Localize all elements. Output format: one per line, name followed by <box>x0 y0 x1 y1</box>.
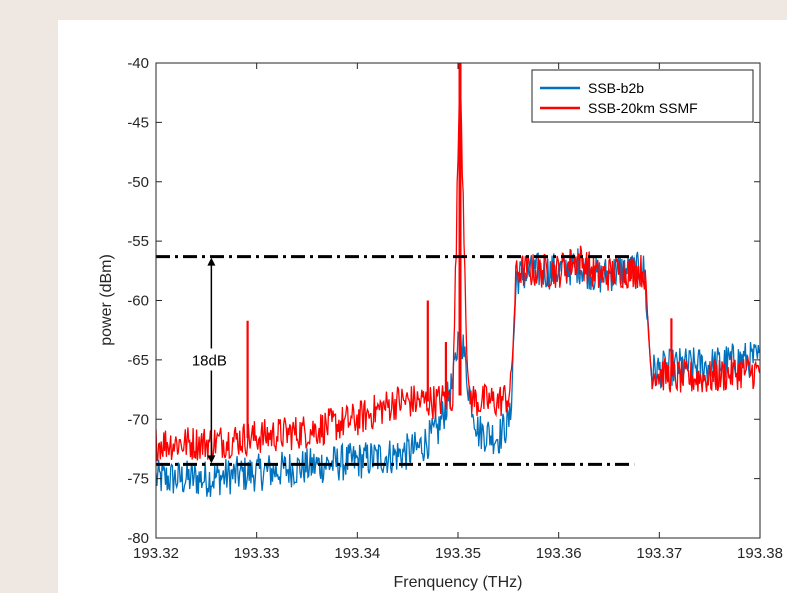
y-tick-label: -80 <box>127 530 149 547</box>
x-tick-label: 193.35 <box>435 545 481 562</box>
ticks-layer: 193.32 193.33 193.34 193.35 193.36 193.37 193.… <box>127 55 783 562</box>
x-tick-label: 193.32 <box>133 545 179 562</box>
y-tick-label: -45 <box>127 114 149 131</box>
annotation-layer: 18dB <box>156 255 635 466</box>
x-tick-label: 193.38 <box>737 545 783 562</box>
y-tick-label: -75 <box>127 471 149 488</box>
y-axis-title: power (dBm) <box>98 254 115 346</box>
legend-label-ssb-b2b: SSB-b2b <box>588 80 644 96</box>
span-label: 18dB <box>192 352 227 369</box>
y-tick-label: -65 <box>127 352 149 369</box>
x-tick-label: 193.33 <box>234 545 280 562</box>
spectrum-chart: 18dB 193.32 193.33 193.34 193.35 193.36 193.3… <box>98 55 783 591</box>
y-tick-label: -60 <box>127 293 149 310</box>
span-label-bg <box>183 348 236 371</box>
legend-label-ssb-20km-ssmf: SSB-20km SSMF <box>588 100 698 116</box>
x-tick-label: 193.36 <box>536 545 582 562</box>
y-tick-label: -55 <box>127 233 149 250</box>
x-tick-label: 193.34 <box>334 545 380 562</box>
legend: SSB-b2b SSB-20km SSMF <box>531 69 754 123</box>
x-tick-label: 193.37 <box>636 545 682 562</box>
series-line-ssb-20km-ssmf <box>156 76 760 462</box>
y-tick-label: -40 <box>127 55 149 72</box>
span-arrow-head-top <box>207 257 216 266</box>
y-tick-label: -50 <box>127 174 149 191</box>
series-line-ssb-b2b <box>156 248 760 497</box>
span-arrow-head-bottom <box>207 455 216 464</box>
x-axis-title: Frenquency (THz) <box>394 574 523 591</box>
y-tick-label: -70 <box>127 411 149 428</box>
traces-layer <box>156 63 760 497</box>
legend-box <box>531 69 754 123</box>
figure-panel: 18dB 193.32 193.33 193.34 193.35 193.36 193.3… <box>58 20 787 593</box>
